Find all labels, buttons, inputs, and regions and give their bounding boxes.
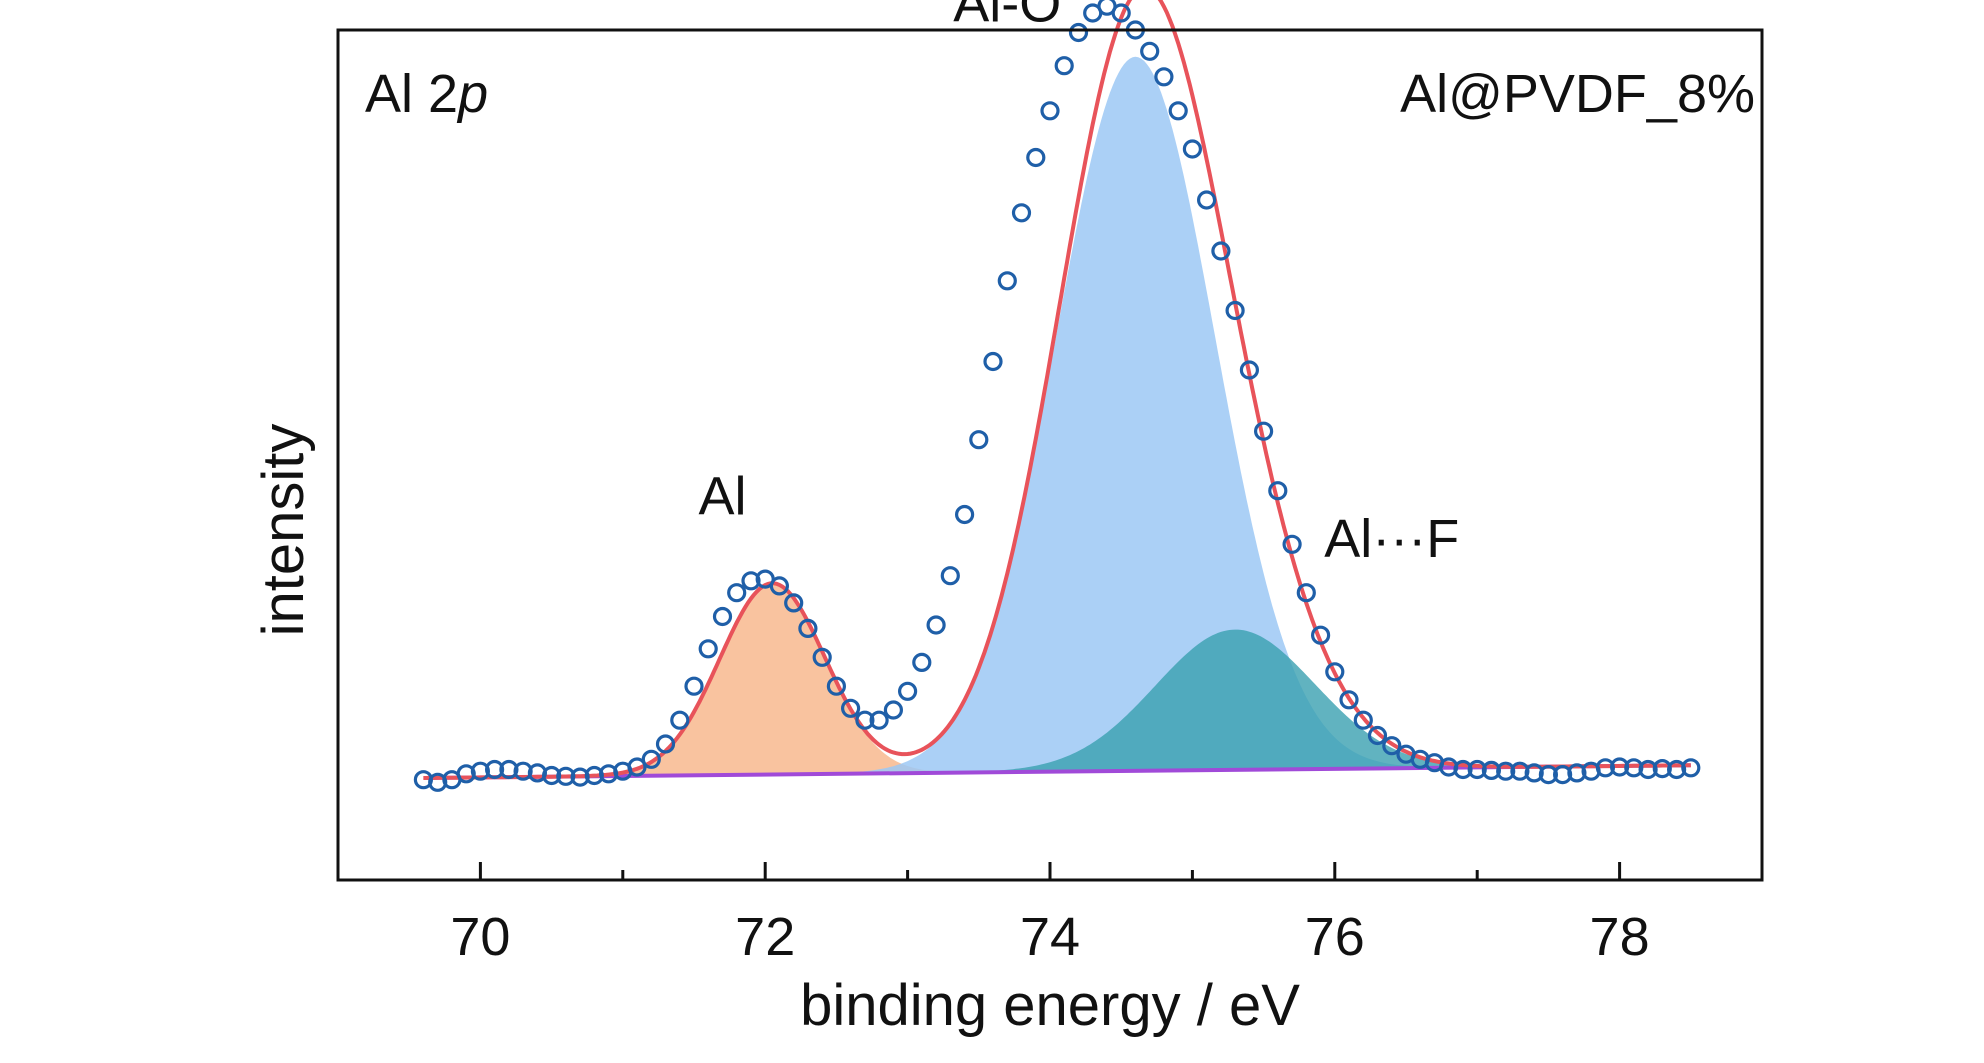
panel-label: Al 2p [365,64,488,124]
data-point [1253,421,1274,441]
data-point [1182,139,1203,159]
data-point [698,639,718,659]
data-point [1367,725,1388,746]
data-point [1453,759,1473,780]
data-point [969,430,989,450]
panel-label-orbital: p [456,64,488,124]
panel-label-number: 2 [428,64,458,124]
data-point [570,767,590,787]
data-point [1026,147,1046,168]
data-point [556,766,576,786]
data-point [983,351,1003,372]
data-point [1325,662,1345,682]
y-axis-title: intensity [251,424,316,637]
peak-fill-2 [423,56,1691,779]
data-point [1011,203,1032,223]
data-point [826,676,847,696]
data-point [1339,690,1359,710]
data-point [655,734,676,754]
x-axis-tick-labels: 70 72 74 76 78 [450,907,1649,967]
data-point [954,504,975,525]
data-point [670,710,690,730]
data-point [1111,3,1131,23]
data-point [926,615,946,635]
data-point [769,576,790,596]
data-point [897,681,918,701]
data-point [1538,764,1559,785]
data-point [1481,760,1502,781]
data-point [1609,757,1630,777]
envelope-line [423,0,1691,780]
x-axis-ticks [336,862,1764,880]
data-point [641,749,661,769]
data-point [1595,758,1616,778]
data-point [1282,534,1302,554]
data-point [712,606,733,627]
x-tick-label: 74 [1020,907,1080,967]
peak-annotation-3: Al···F [1324,509,1459,569]
data-point [684,676,704,696]
data-point [1211,241,1231,261]
data-point [1168,101,1188,121]
data-point [1040,101,1060,121]
data-point [855,710,875,730]
peak-fill-1 [423,583,1691,778]
data-point [727,583,747,603]
data-point [1382,736,1402,756]
panel-label-element: Al [365,64,413,124]
x-axis-title: binding energy / eV [800,973,1300,1038]
data-point [1638,759,1658,780]
peak-annotations: Al Al-O Al···F [698,0,1459,569]
data-point [940,566,960,586]
data-point [1154,67,1174,87]
data-point [1496,761,1516,781]
x-tick-label: 70 [450,907,510,967]
data-point [1225,300,1245,321]
data-point [1310,625,1331,645]
envelope-group [423,0,1691,780]
data-point [1467,759,1487,780]
data-point [869,710,889,730]
data-point [1652,758,1672,779]
data-point [1068,22,1089,43]
data-point [840,698,861,718]
x-tick-label: 78 [1590,907,1650,967]
data-point [1239,360,1260,380]
data-point [997,271,1017,291]
data-point [1140,41,1160,61]
x-tick-label: 72 [735,907,795,967]
data-point [784,593,804,613]
x-tick-label: 76 [1305,907,1365,967]
peak-annotation-1: Al [698,467,746,527]
data-point [812,647,832,667]
sample-label: Al@PVDF_8% [1400,64,1755,124]
data-point [627,757,647,777]
data-point [1054,56,1074,76]
data-point [798,618,818,639]
experimental-points [413,0,1701,792]
data-point [883,700,904,720]
data-point [1681,758,1701,778]
data-point [1296,583,1316,603]
peak-annotation-2: Al-O [953,0,1061,34]
data-point [1268,481,1288,501]
data-point [541,765,562,786]
data-point [1196,190,1217,210]
data-point [1353,710,1373,730]
data-point [912,652,932,673]
data-point [485,759,505,780]
